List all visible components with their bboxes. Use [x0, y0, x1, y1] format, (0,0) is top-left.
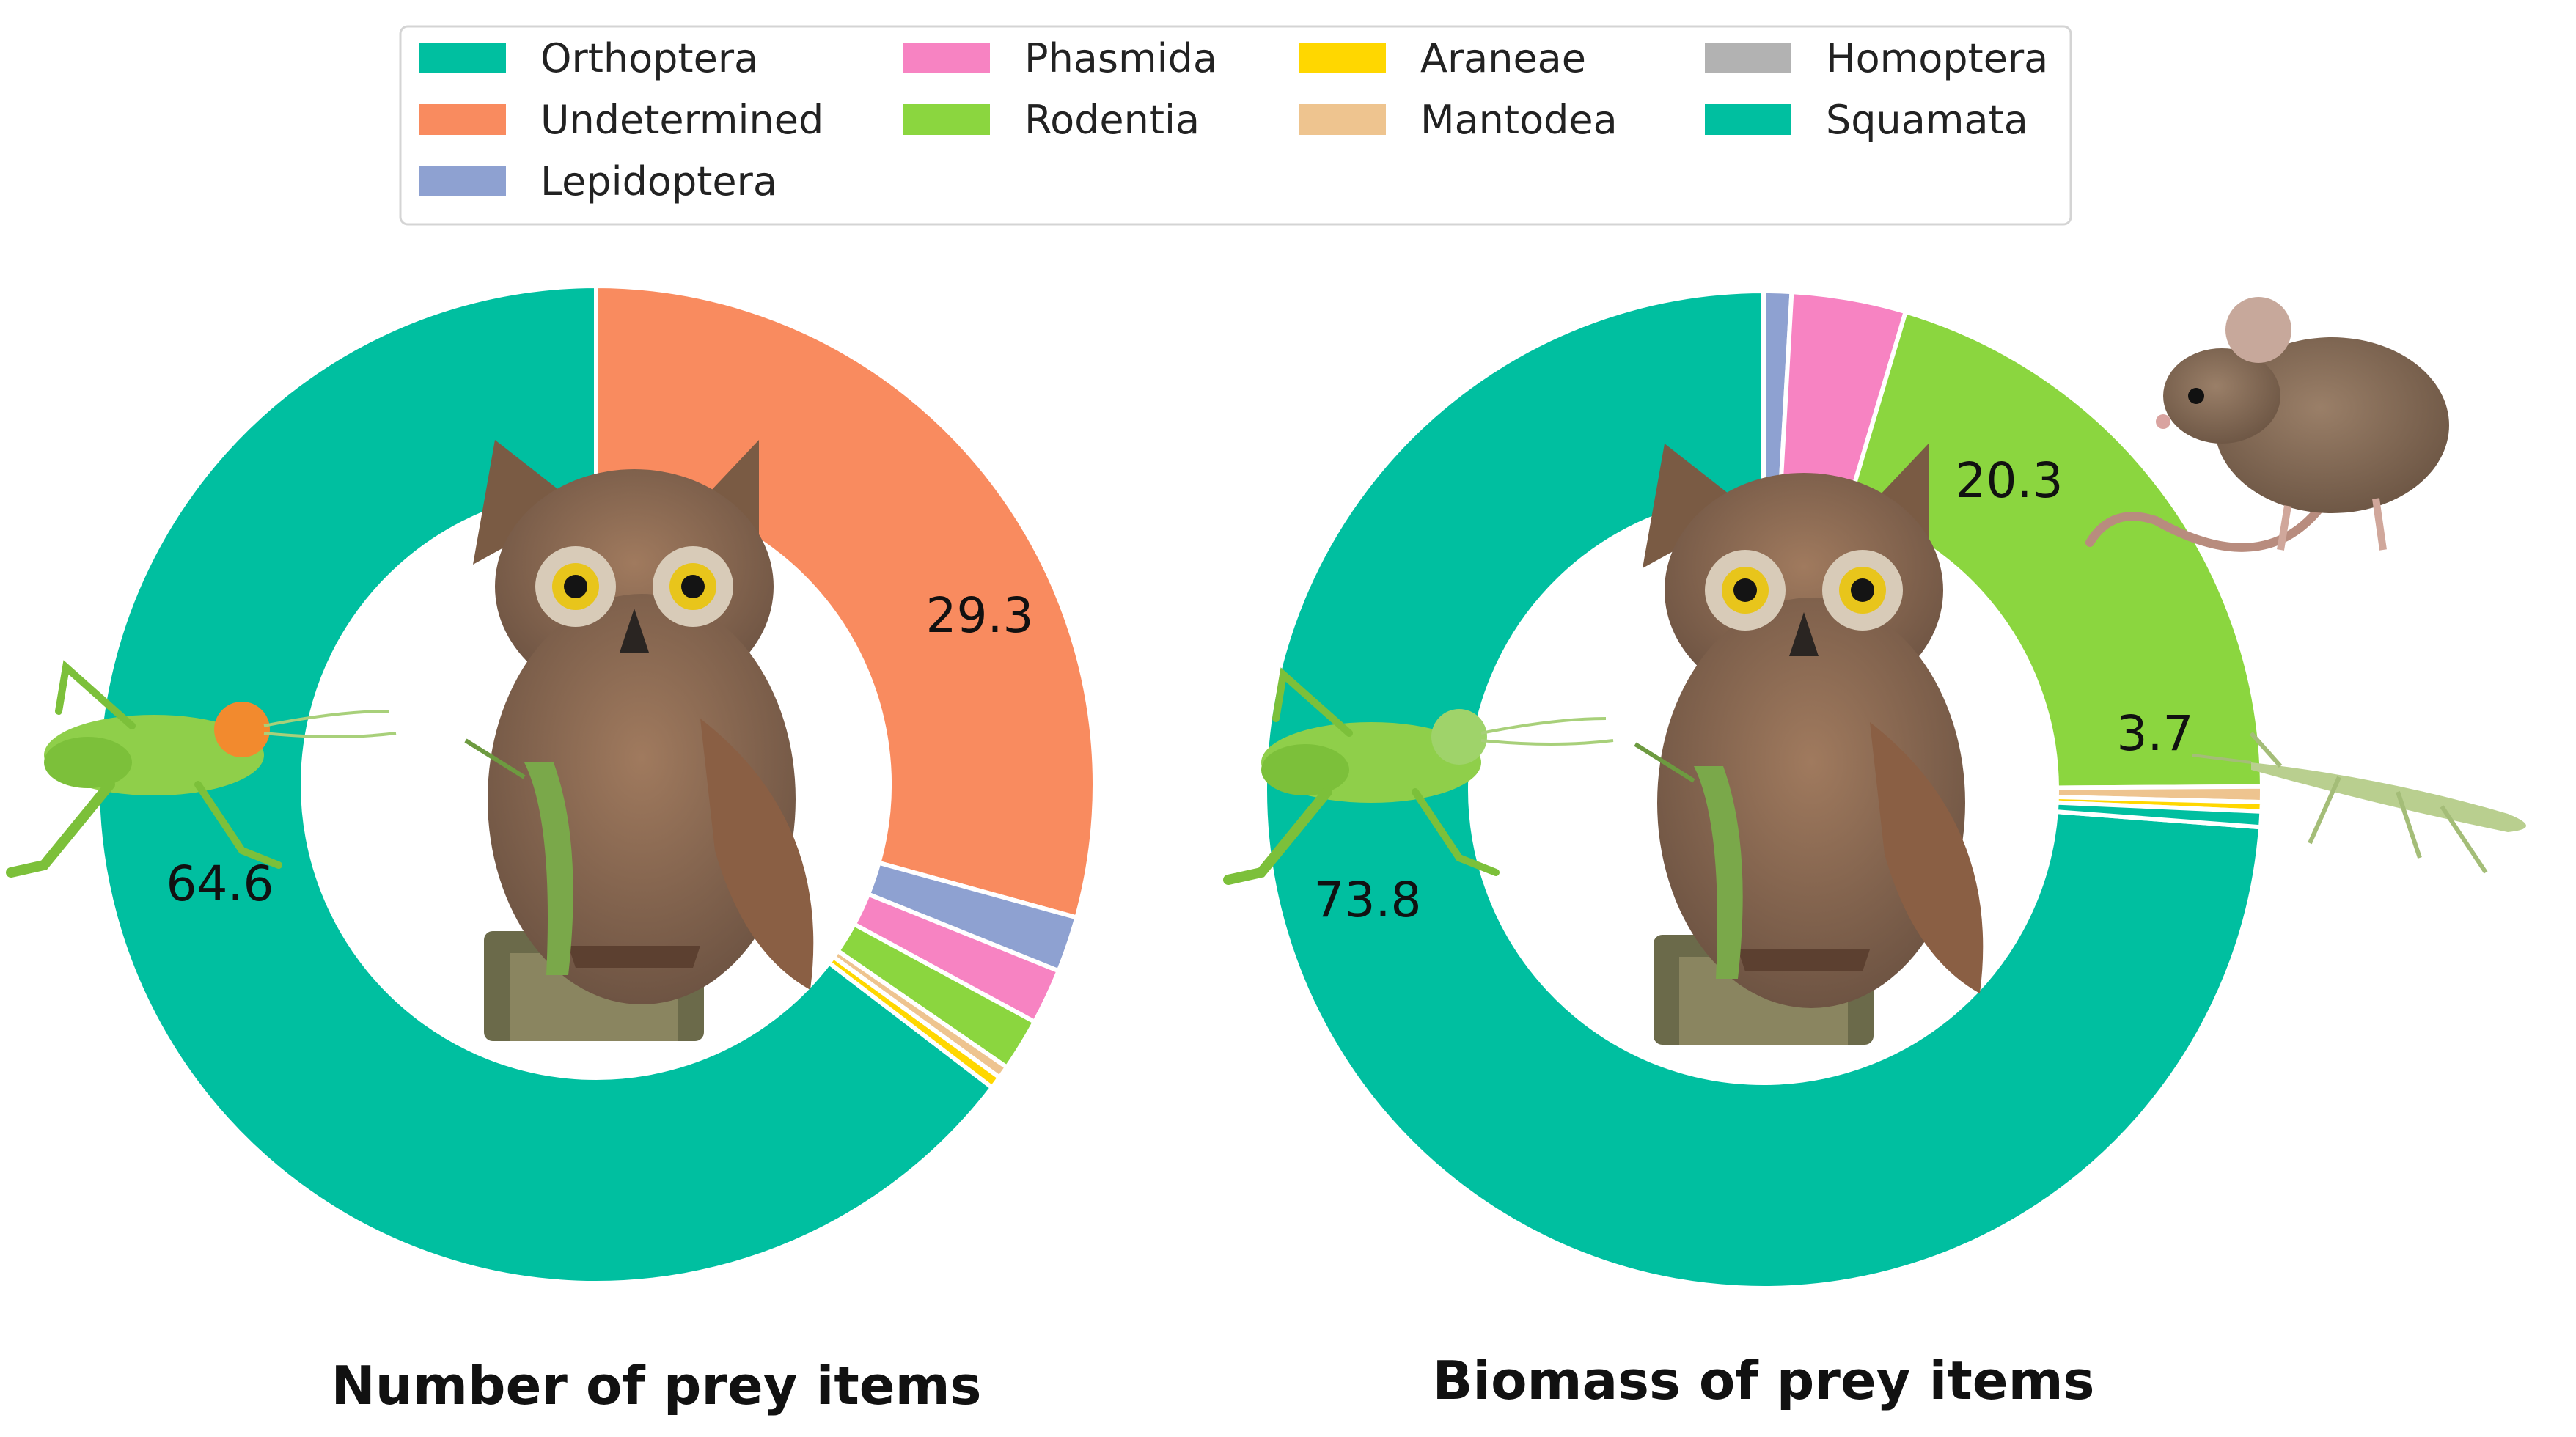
legend-swatch: [419, 104, 506, 135]
stick-insect-illustration: [2192, 732, 2526, 874]
chart-title-number: Number of prey items: [331, 1355, 981, 1416]
legend-label: Squamata: [1826, 97, 2028, 143]
slice-orthoptera: [95, 283, 996, 1285]
legend-label: Homoptera: [1826, 35, 2048, 81]
slice-rodentia: [1844, 309, 2265, 790]
legend-swatch: [903, 104, 990, 135]
legend-item-mantodea: Mantodea: [1299, 97, 1618, 143]
grasshopper-held: [464, 738, 573, 975]
owl-illustration-left: [464, 440, 814, 1041]
legend-item-araneae: Araneae: [1299, 35, 1586, 81]
value-label-orthoptera: 73.8: [1314, 872, 1422, 928]
mouse-illustration: [2085, 297, 2449, 552]
value-label-orthoptera: 64.6: [166, 856, 274, 912]
legend-item-undetermined: Undetermined: [419, 97, 823, 143]
legend-swatch: [1299, 43, 1386, 73]
legend-item-orthoptera: Orthoptera: [419, 35, 758, 81]
value-label-rodentia: 20.3: [1956, 452, 2063, 509]
legend-label: Undetermined: [540, 97, 823, 143]
legend-swatch: [1299, 104, 1386, 135]
legend-swatch: [1705, 104, 1791, 135]
slice-orthoptera: [1263, 288, 2264, 1290]
value-label-undetermined: 29.3: [926, 587, 1034, 644]
legend-frame: [399, 25, 2072, 226]
legend-swatch: [419, 43, 506, 73]
chart-number-of-prey-items: 64.6 29.3: [95, 283, 1097, 1285]
chart-title-biomass: Biomass of prey items: [1433, 1350, 2095, 1411]
legend-label: Rodentia: [1024, 97, 1200, 143]
legend-label: Phasmida: [1024, 35, 1217, 81]
legend-item-phasmida: Phasmida: [903, 35, 1217, 81]
legend-swatch: [903, 43, 990, 73]
grasshopper-held: [1634, 742, 1743, 979]
legend-label: Mantodea: [1420, 97, 1618, 143]
legend-item-lepidoptera: Lepidoptera: [419, 158, 777, 205]
legend-label: Lepidoptera: [540, 158, 777, 205]
slice-squamata: [2053, 800, 2264, 830]
bush-cricket-illustration-right: [1223, 667, 1614, 885]
legend: Orthoptera Undetermined Lepidoptera Phasmid…: [399, 25, 2072, 226]
slice-undetermined: [594, 283, 1097, 921]
legend-item-homoptera: Homoptera: [1705, 35, 2048, 81]
slice-araneae: [826, 953, 1003, 1091]
bush-cricket-illustration-left: [6, 660, 397, 878]
value-label-phasmida: 3.7: [2117, 705, 2194, 762]
legend-swatch: [419, 166, 506, 196]
legend-item-squamata: Squamata: [1705, 97, 2028, 143]
legend-swatch: [1705, 43, 1791, 73]
owl-illustration-right: [1634, 444, 1984, 1045]
legend-item-rodentia: Rodentia: [903, 97, 1200, 143]
legend-label: Araneae: [1420, 35, 1586, 81]
legend-label: Orthoptera: [540, 35, 758, 81]
